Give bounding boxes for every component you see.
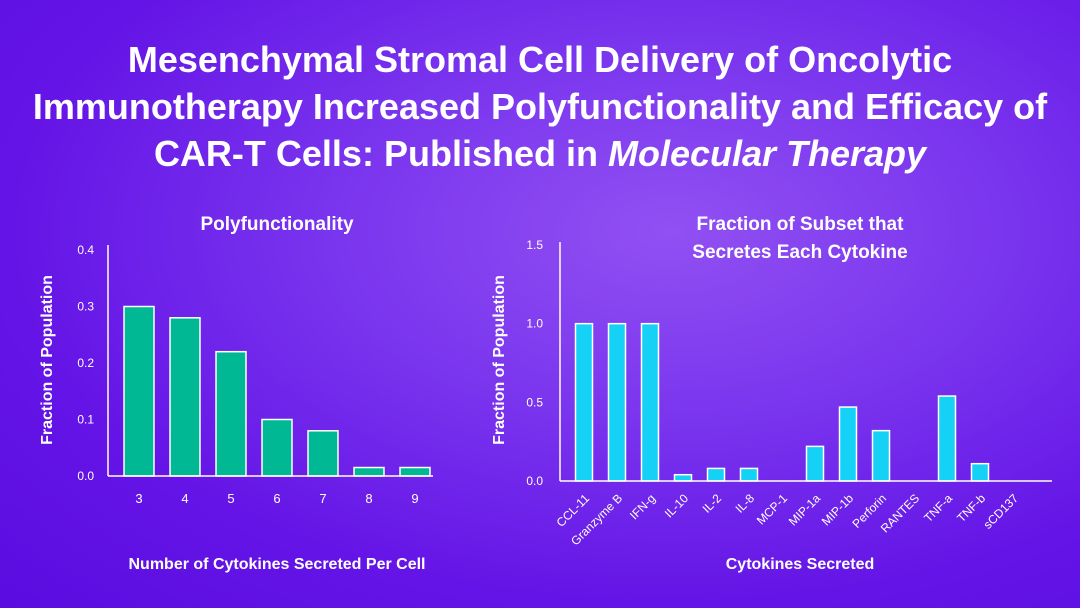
- right-bar: [838, 406, 858, 482]
- left-bar: [261, 418, 293, 477]
- page-title: Mesenchymal Stromal Cell Delivery of Onc…: [20, 36, 1060, 177]
- right-chart-title-line-2: Secretes Each Cytokine: [692, 242, 907, 263]
- journal-name: Molecular Therapy: [607, 133, 927, 174]
- left-bar: [353, 466, 385, 477]
- right-x-tick-label: IFN-g: [627, 491, 658, 522]
- right-y-tick-label: 0.5: [526, 395, 543, 409]
- left-bar: [215, 350, 247, 477]
- right-bar: [607, 322, 627, 482]
- left-bar: [169, 317, 201, 477]
- left-bars: [123, 305, 431, 477]
- left-y-ticks: 0.0 0.1 0.2 0.3 0.4: [77, 243, 94, 483]
- cytokine-fraction-chart: Fraction of Subset that Secretes Each Cy…: [491, 214, 1052, 573]
- left-chart-title: Polyfunctionality: [200, 214, 354, 235]
- left-bar: [123, 305, 155, 477]
- left-y-tick-label: 0.0: [77, 469, 94, 483]
- right-x-axis-label: Cytokines Secreted: [726, 556, 875, 573]
- right-bar: [706, 467, 726, 482]
- left-y-axis-label: Fraction of Population: [39, 275, 56, 445]
- right-bar: [871, 429, 891, 482]
- right-bar: [673, 473, 693, 482]
- right-y-tick-label: 1.5: [526, 238, 543, 252]
- right-x-tick-label: sCD137: [981, 491, 1022, 532]
- right-bar: [805, 445, 825, 482]
- left-x-tick-label: 9: [411, 491, 418, 506]
- right-bar: [640, 322, 660, 482]
- left-bar: [399, 466, 431, 477]
- left-y-tick-label: 0.3: [77, 300, 94, 314]
- right-bar: [937, 395, 957, 482]
- polyfunctionality-chart: Polyfunctionality Fraction of Population…: [39, 214, 433, 573]
- left-y-tick-label: 0.2: [77, 356, 94, 370]
- right-y-tick-label: 0.0: [526, 474, 543, 488]
- right-y-ticks: 0.0 0.5 1.0 1.5: [526, 238, 543, 488]
- right-chart-title-line-1: Fraction of Subset that: [697, 214, 905, 235]
- right-x-tick-label: IL-2: [700, 491, 725, 516]
- right-x-tick-label: MIP-1a: [786, 491, 823, 528]
- left-x-axis-label: Number of Cytokines Secreted Per Cell: [129, 556, 426, 573]
- right-bars: [574, 322, 990, 482]
- right-x-tick-label: IL-8: [733, 491, 758, 516]
- right-bar: [739, 467, 759, 482]
- right-y-axis-label: Fraction of Population: [491, 275, 508, 445]
- left-x-tick-label: 6: [273, 491, 280, 506]
- left-y-tick-label: 0.4: [77, 243, 94, 257]
- left-x-tick-label: 5: [227, 491, 234, 506]
- right-y-tick-label: 1.0: [526, 317, 543, 331]
- right-x-tick-label: MCP-1: [754, 491, 791, 528]
- left-x-tick-label: 8: [365, 491, 372, 506]
- left-x-ticks: 3 4 5 6 7 8 9: [135, 491, 418, 506]
- left-y-tick-label: 0.1: [77, 413, 94, 427]
- right-x-tick-label: TNF-a: [921, 491, 955, 525]
- title-main: Mesenchymal Stromal Cell Delivery of Onc…: [32, 39, 1048, 174]
- left-x-tick-label: 3: [135, 491, 142, 506]
- left-bar: [307, 430, 339, 477]
- left-x-tick-label: 7: [319, 491, 326, 506]
- right-bar: [574, 322, 594, 482]
- right-bar: [970, 462, 990, 482]
- right-x-tick-label: IL-10: [662, 491, 691, 520]
- left-x-tick-label: 4: [181, 491, 188, 506]
